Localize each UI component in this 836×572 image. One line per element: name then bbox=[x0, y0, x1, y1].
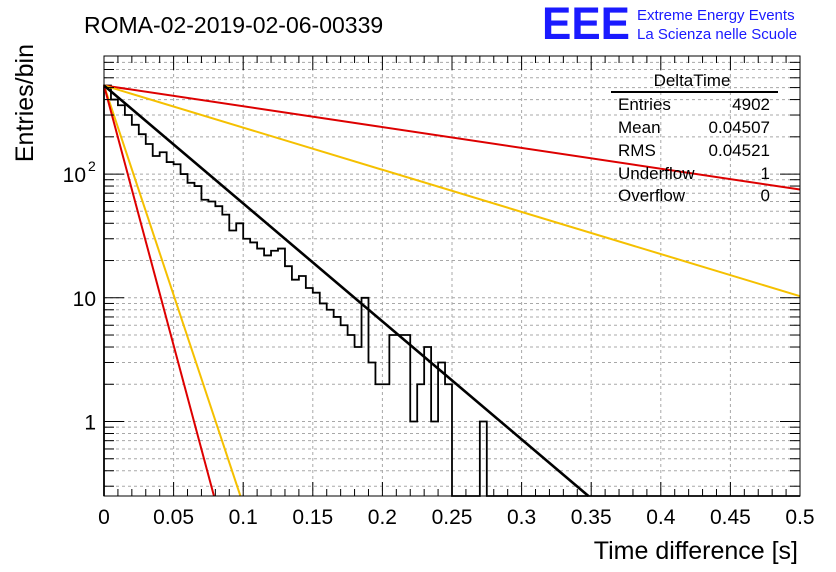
y-tick-label: 10 bbox=[73, 288, 96, 311]
logo-line1: Extreme Energy Events bbox=[637, 7, 795, 24]
stats-row-underflow: Underflow 1 bbox=[618, 164, 770, 183]
stats-title: DeltaTime bbox=[654, 71, 731, 90]
stats-label: Underflow bbox=[618, 164, 695, 183]
bound-line bbox=[103, 84, 801, 191]
y-tick-label: 10 bbox=[63, 164, 86, 187]
run-title: ROMA-02-2019-02-06-00339 bbox=[84, 12, 383, 38]
x-tick-label: 0.05 bbox=[153, 506, 194, 529]
stats-row-overflow: Overflow 0 bbox=[618, 186, 770, 205]
y-tick-exponent: 2 bbox=[88, 158, 96, 174]
logo-mark: EEE bbox=[542, 0, 630, 49]
x-tick-label: 0.5 bbox=[785, 506, 814, 529]
x-tick-label: 0.25 bbox=[432, 506, 473, 529]
y-tick-label: 1 bbox=[84, 412, 96, 435]
axis-ticks: 0 0.05 0.1 0.15 0.2 0.25 0.3 0.35 0.4 0.45 0.51101… bbox=[63, 55, 815, 529]
y-axis-label: Entries/bin bbox=[11, 44, 39, 162]
bound-line bbox=[103, 84, 801, 298]
x-tick-label: 0.4 bbox=[646, 506, 676, 529]
eee-logo: EEE Extreme Energy Events La Scienza nel… bbox=[542, 0, 797, 49]
stats-row-rms: RMS 0.04521 bbox=[618, 141, 770, 160]
stats-value: 1 bbox=[761, 164, 770, 183]
x-tick-label: 0.3 bbox=[507, 506, 536, 529]
stats-box: DeltaTime Entries 4902 Mean 0.04507 RMS … bbox=[611, 71, 778, 205]
stats-value: 0.04507 bbox=[709, 118, 770, 137]
x-tick-label: 0.45 bbox=[710, 506, 751, 529]
stats-label: Entries bbox=[618, 95, 671, 114]
stats-label: Overflow bbox=[618, 186, 686, 205]
x-tick-label: 0.15 bbox=[292, 506, 333, 529]
x-tick-label: 0.2 bbox=[368, 506, 397, 529]
stats-label: RMS bbox=[618, 141, 656, 160]
logo-line2: La Scienza nelle Scuole bbox=[637, 26, 797, 43]
bound-line bbox=[103, 85, 242, 497]
x-tick-label: 0.35 bbox=[571, 506, 612, 529]
stats-value: 0 bbox=[761, 186, 770, 205]
stats-row-entries: Entries 4902 bbox=[618, 95, 770, 114]
x-tick-label: 0.1 bbox=[229, 506, 258, 529]
exponential-fit-line bbox=[103, 84, 590, 497]
x-axis-label: Time difference [s] bbox=[594, 537, 798, 565]
stats-label: Mean bbox=[618, 118, 661, 137]
bound-line bbox=[103, 85, 215, 497]
stats-value: 0.04521 bbox=[709, 141, 770, 160]
stats-row-mean: Mean 0.04507 bbox=[618, 118, 770, 137]
fit-lines bbox=[103, 84, 801, 497]
stats-value: 4902 bbox=[732, 95, 770, 114]
x-tick-label: 0 bbox=[98, 506, 110, 529]
